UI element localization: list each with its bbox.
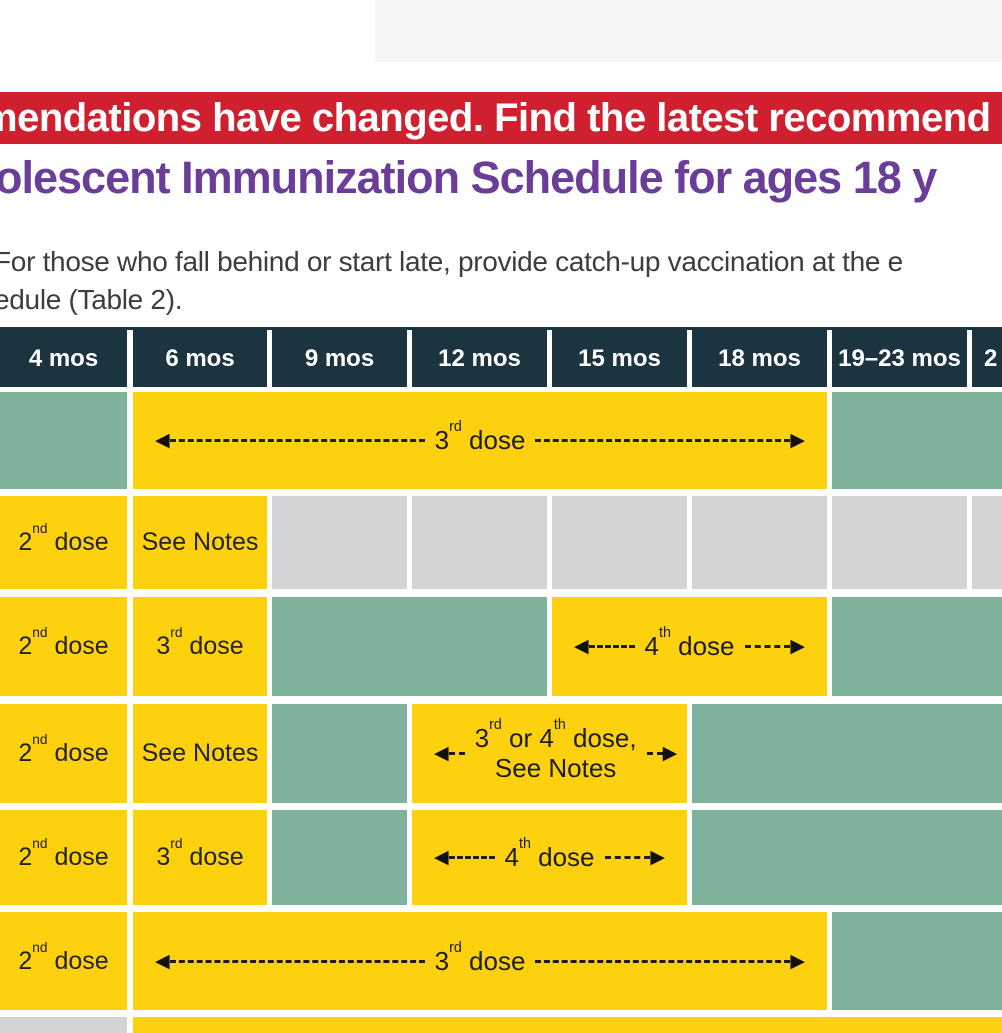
arrow-left-icon: ◀ — [155, 430, 170, 451]
row4-dose2-cell: 2nd dose — [0, 704, 127, 803]
arrow-right-icon: ▶ — [650, 847, 666, 868]
row6-catchup-cell — [832, 912, 1002, 1010]
row2-empty-cell — [552, 496, 687, 589]
row4-catchup-cell — [692, 704, 1002, 803]
row3-dose4-range-cell: ◀ 4th dose ▶ — [552, 597, 827, 696]
header-15-mos: 15 mos — [552, 330, 687, 387]
dashed-line — [169, 439, 425, 442]
arrow-right-icon: ▶ — [790, 950, 806, 972]
row7-empty-cell — [0, 1017, 127, 1033]
dashed-line — [448, 856, 495, 859]
dashed-line — [169, 959, 425, 963]
intro-line-2: edule (Table 2). — [0, 284, 183, 315]
header-6-mos: 6 mos — [133, 330, 267, 387]
row4-see-notes-cell: See Notes — [133, 704, 267, 803]
intro-paragraph: For those who fall behind or start late,… — [0, 243, 1002, 327]
dose-label-line2: See Notes — [494, 752, 617, 783]
dashed-line — [535, 959, 791, 963]
alert-banner-text: mendations have changed. Find the latest… — [0, 95, 991, 140]
dashed-line — [535, 439, 791, 442]
arrow-right-icon: ▶ — [662, 743, 678, 764]
see-notes-label: See Notes — [141, 528, 259, 556]
intro-line-1: For those who fall behind or start late,… — [0, 246, 903, 277]
arrow-right-icon: ▶ — [790, 430, 806, 451]
row2-empty-cell — [972, 496, 1002, 589]
dose-label-line1: 3rd or 4th dose, — [474, 717, 637, 753]
row5-dose4-range-cell: ◀ 4th dose ▶ — [412, 810, 687, 905]
row5-catchup-cell — [692, 810, 1002, 905]
dashed-line — [744, 645, 791, 648]
alert-banner: mendations have changed. Find the latest… — [0, 92, 1002, 144]
dose-label: 4th dose — [504, 836, 595, 872]
dose-label: 3rd dose — [434, 419, 526, 455]
header-19-23-mos: 19–23 mos — [832, 330, 967, 387]
dose-label: 3rd or 4th dose, See Notes — [474, 717, 637, 784]
header-4-mos: 4 mos — [0, 330, 127, 387]
header-12-mos: 12 mos — [412, 330, 547, 387]
header-next-partial: 2 — [972, 330, 1002, 387]
schedule-title: olescent Immunization Schedule for ages … — [0, 146, 1002, 210]
arrow-left-icon: ◀ — [155, 950, 170, 972]
dose-label: 2nd dose — [18, 521, 109, 556]
dose-label: 2nd dose — [18, 939, 109, 975]
dose-label: 3rd dose — [434, 939, 526, 976]
row2-empty-cell — [832, 496, 967, 589]
row6-dose2-cell: 2nd dose — [0, 912, 127, 1010]
arrow-left-icon: ◀ — [434, 847, 449, 868]
dashed-line — [646, 752, 663, 755]
dashed-line — [604, 856, 651, 859]
dose-label: 3rd dose — [156, 625, 244, 660]
dashed-line — [588, 645, 635, 648]
header-9-mos: 9 mos — [272, 330, 407, 387]
row3-catchup-cell — [272, 597, 547, 696]
dashed-line — [448, 752, 465, 755]
dose-label: 2nd dose — [18, 836, 109, 871]
arrow-left-icon: ◀ — [574, 636, 589, 657]
row5-dose3-cell: 3rd dose — [133, 810, 267, 905]
row1-catchup-cell — [832, 392, 1002, 489]
table-top-border — [0, 327, 1002, 330]
row2-see-notes-cell: See Notes — [133, 496, 267, 589]
schedule-title-text: olescent Immunization Schedule for ages … — [0, 152, 937, 203]
row4-catchup-cell — [272, 704, 407, 803]
row4-dose3or4-range-cell: ◀ 3rd or 4th dose, See Notes ▶ — [412, 704, 687, 803]
header-18-mos: 18 mos — [692, 330, 827, 387]
dose-label: 4th dose — [644, 625, 735, 661]
arrow-left-icon: ◀ — [434, 743, 449, 764]
dose-label: 2nd dose — [18, 625, 109, 660]
top-gray-strip — [375, 0, 1002, 62]
row7-dose-cell — [133, 1017, 1002, 1033]
row3-catchup-cell — [832, 597, 1002, 696]
row2-empty-cell — [692, 496, 827, 589]
row5-dose2-cell: 2nd dose — [0, 810, 127, 905]
row3-dose2-cell: 2nd dose — [0, 597, 127, 696]
row2-dose2-cell: 2nd dose — [0, 496, 127, 589]
row1-catchup-cell — [0, 392, 127, 489]
row2-empty-cell — [412, 496, 547, 589]
arrow-right-icon: ▶ — [790, 636, 806, 657]
row1-dose3-range-cell: ◀ 3rd dose ▶ — [133, 392, 827, 489]
row6-dose3-range-cell: ◀ 3rd dose ▶ — [133, 912, 827, 1010]
dose-label: 2nd dose — [18, 732, 109, 767]
row5-catchup-cell — [272, 810, 407, 905]
row2-empty-cell — [272, 496, 407, 589]
dose-label: 3rd dose — [156, 836, 244, 871]
see-notes-label: See Notes — [141, 739, 259, 767]
row3-dose3-cell: 3rd dose — [133, 597, 267, 696]
